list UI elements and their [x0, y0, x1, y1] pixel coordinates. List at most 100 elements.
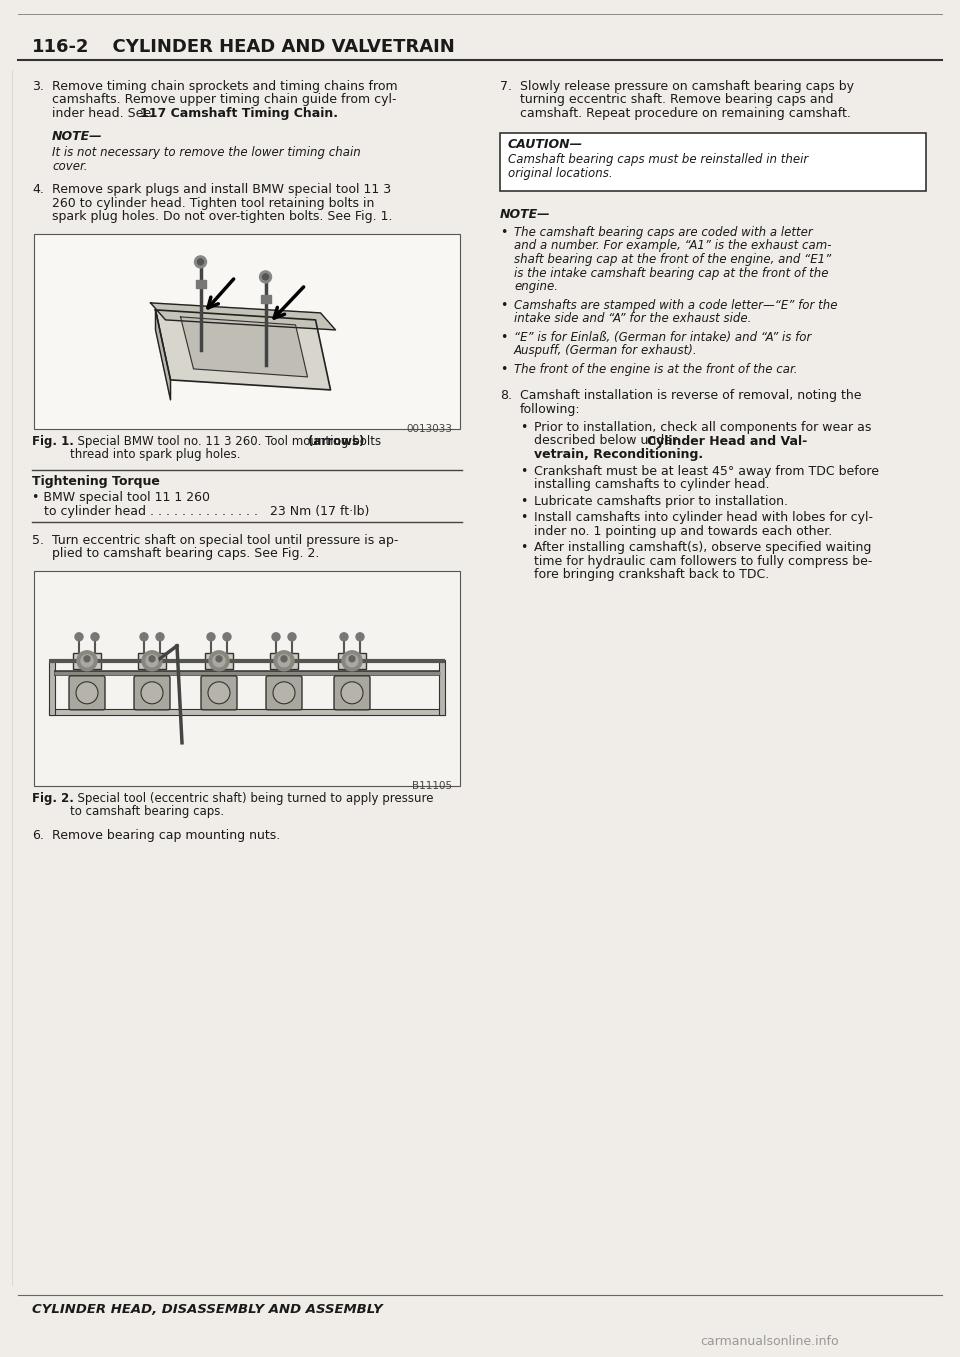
- Bar: [49, 708, 445, 715]
- Text: Fig. 1.: Fig. 1.: [32, 434, 74, 448]
- Text: Camshaft bearing caps must be reinstalled in their: Camshaft bearing caps must be reinstalle…: [508, 153, 808, 166]
- Circle shape: [356, 632, 364, 641]
- Circle shape: [207, 632, 215, 641]
- Text: •: •: [520, 541, 527, 554]
- Polygon shape: [156, 309, 330, 389]
- Circle shape: [349, 655, 355, 662]
- Circle shape: [342, 651, 362, 670]
- Bar: [196, 280, 205, 288]
- Bar: [138, 653, 166, 669]
- Text: Prior to installation, check all components for wear as: Prior to installation, check all compone…: [534, 421, 872, 434]
- Bar: [205, 653, 233, 669]
- Text: It is not necessary to remove the lower timing chain: It is not necessary to remove the lower …: [52, 147, 361, 159]
- Text: described below under: described below under: [534, 434, 682, 448]
- Text: Install camshafts into cylinder head with lobes for cyl-: Install camshafts into cylinder head wit…: [534, 512, 873, 524]
- Circle shape: [216, 655, 222, 662]
- Text: Lubricate camshafts prior to installation.: Lubricate camshafts prior to installatio…: [534, 494, 788, 508]
- Text: CYLINDER HEAD AND VALVETRAIN: CYLINDER HEAD AND VALVETRAIN: [100, 38, 455, 56]
- Text: spark plug holes. Do not over-tighten bolts. See Fig. 1.: spark plug holes. Do not over-tighten bo…: [52, 210, 393, 223]
- Bar: [439, 660, 445, 715]
- Circle shape: [91, 632, 99, 641]
- Circle shape: [281, 655, 287, 662]
- Circle shape: [156, 632, 164, 641]
- Circle shape: [81, 655, 93, 666]
- Circle shape: [262, 274, 269, 280]
- Text: camshafts. Remove upper timing chain guide from cyl-: camshafts. Remove upper timing chain gui…: [52, 94, 396, 106]
- Text: intake side and “A” for the exhaust side.: intake side and “A” for the exhaust side…: [514, 312, 752, 324]
- Text: 8.: 8.: [500, 389, 512, 402]
- Circle shape: [274, 651, 294, 670]
- Ellipse shape: [208, 681, 230, 704]
- Text: Turn eccentric shaft on special tool until pressure is ap-: Turn eccentric shaft on special tool unt…: [52, 535, 398, 547]
- Text: 260 to cylinder head. Tighten tool retaining bolts in: 260 to cylinder head. Tighten tool retai…: [52, 197, 374, 209]
- Text: Special BMW tool no. 11 3 260. Tool mounting bolts: Special BMW tool no. 11 3 260. Tool moun…: [70, 434, 385, 448]
- Text: carmanualsonline.info: carmanualsonline.info: [700, 1335, 839, 1348]
- Text: thread into spark plug holes.: thread into spark plug holes.: [70, 448, 241, 461]
- Text: time for hydraulic cam followers to fully compress be-: time for hydraulic cam followers to full…: [534, 555, 873, 567]
- Text: 0013033: 0013033: [406, 423, 452, 433]
- Text: turning eccentric shaft. Remove bearing caps and: turning eccentric shaft. Remove bearing …: [520, 94, 833, 106]
- Text: Crankshaft must be at least 45° away from TDC before: Crankshaft must be at least 45° away fro…: [534, 464, 879, 478]
- Text: • BMW special tool 11 1 260: • BMW special tool 11 1 260: [32, 491, 210, 503]
- Text: Slowly release pressure on camshaft bearing caps by: Slowly release pressure on camshaft bear…: [520, 80, 854, 94]
- Text: fore bringing crankshaft back to TDC.: fore bringing crankshaft back to TDC.: [534, 569, 769, 581]
- Text: 7.: 7.: [500, 80, 512, 94]
- Text: 4.: 4.: [32, 183, 44, 195]
- Text: and a number. For example, “A1” is the exhaust cam-: and a number. For example, “A1” is the e…: [514, 239, 831, 252]
- Text: Camshafts are stamped with a code letter—“E” for the: Camshafts are stamped with a code letter…: [514, 299, 837, 312]
- Text: Tightening Torque: Tightening Torque: [32, 475, 160, 489]
- Text: •: •: [520, 494, 527, 508]
- FancyBboxPatch shape: [69, 676, 105, 710]
- Text: •: •: [520, 512, 527, 524]
- Text: to camshaft bearing caps.: to camshaft bearing caps.: [70, 806, 224, 818]
- Circle shape: [84, 655, 90, 662]
- Text: following:: following:: [520, 403, 581, 415]
- Circle shape: [140, 632, 148, 641]
- Text: engine.: engine.: [514, 280, 558, 293]
- Circle shape: [146, 655, 158, 666]
- Polygon shape: [156, 309, 171, 400]
- FancyBboxPatch shape: [201, 676, 237, 710]
- Text: 117 Camshaft Timing Chain.: 117 Camshaft Timing Chain.: [140, 107, 338, 119]
- Circle shape: [149, 655, 155, 662]
- Circle shape: [209, 651, 229, 670]
- Text: Cylinder Head and Val-: Cylinder Head and Val-: [647, 434, 807, 448]
- FancyBboxPatch shape: [334, 676, 370, 710]
- FancyBboxPatch shape: [266, 676, 302, 710]
- Text: (arrows): (arrows): [308, 434, 365, 448]
- Circle shape: [213, 655, 225, 666]
- Text: Auspuff, (German for exhaust).: Auspuff, (German for exhaust).: [514, 345, 698, 357]
- Text: Fig. 2.: Fig. 2.: [32, 792, 74, 805]
- Text: 6.: 6.: [32, 829, 44, 841]
- Text: •: •: [500, 299, 508, 312]
- Circle shape: [198, 259, 204, 265]
- Text: The front of the engine is at the front of the car.: The front of the engine is at the front …: [514, 362, 798, 376]
- Text: •: •: [500, 331, 508, 343]
- Bar: [270, 653, 298, 669]
- Circle shape: [272, 632, 280, 641]
- Circle shape: [223, 632, 231, 641]
- Bar: [338, 653, 366, 669]
- Polygon shape: [180, 318, 307, 377]
- Text: plied to camshaft bearing caps. See Fig. 2.: plied to camshaft bearing caps. See Fig.…: [52, 547, 320, 560]
- Text: to cylinder head . . . . . . . . . . . . . .   23 Nm (17 ft·lb): to cylinder head . . . . . . . . . . . .…: [44, 505, 370, 517]
- Circle shape: [259, 271, 272, 282]
- Text: 5.: 5.: [32, 535, 44, 547]
- Circle shape: [75, 632, 83, 641]
- Text: CAUTION—: CAUTION—: [508, 137, 583, 151]
- Text: The camshaft bearing caps are coded with a letter: The camshaft bearing caps are coded with…: [514, 227, 813, 239]
- Text: •: •: [500, 227, 508, 239]
- Text: “E” is for Einlaß, (German for intake) and “A” is for: “E” is for Einlaß, (German for intake) a…: [514, 331, 811, 343]
- Ellipse shape: [341, 681, 363, 704]
- Text: Remove spark plugs and install BMW special tool 11 3: Remove spark plugs and install BMW speci…: [52, 183, 391, 195]
- Text: •: •: [520, 464, 527, 478]
- Circle shape: [142, 651, 162, 670]
- Circle shape: [77, 651, 97, 670]
- Text: cover.: cover.: [52, 160, 87, 172]
- Text: camshaft. Repeat procedure on remaining camshaft.: camshaft. Repeat procedure on remaining …: [520, 107, 851, 119]
- Text: NOTE—: NOTE—: [52, 130, 103, 144]
- Text: original locations.: original locations.: [508, 167, 612, 179]
- Text: CYLINDER HEAD, DISASSEMBLY AND ASSEMBLY: CYLINDER HEAD, DISASSEMBLY AND ASSEMBLY: [32, 1303, 383, 1316]
- Text: inder no. 1 pointing up and towards each other.: inder no. 1 pointing up and towards each…: [534, 525, 832, 537]
- Text: •: •: [500, 362, 508, 376]
